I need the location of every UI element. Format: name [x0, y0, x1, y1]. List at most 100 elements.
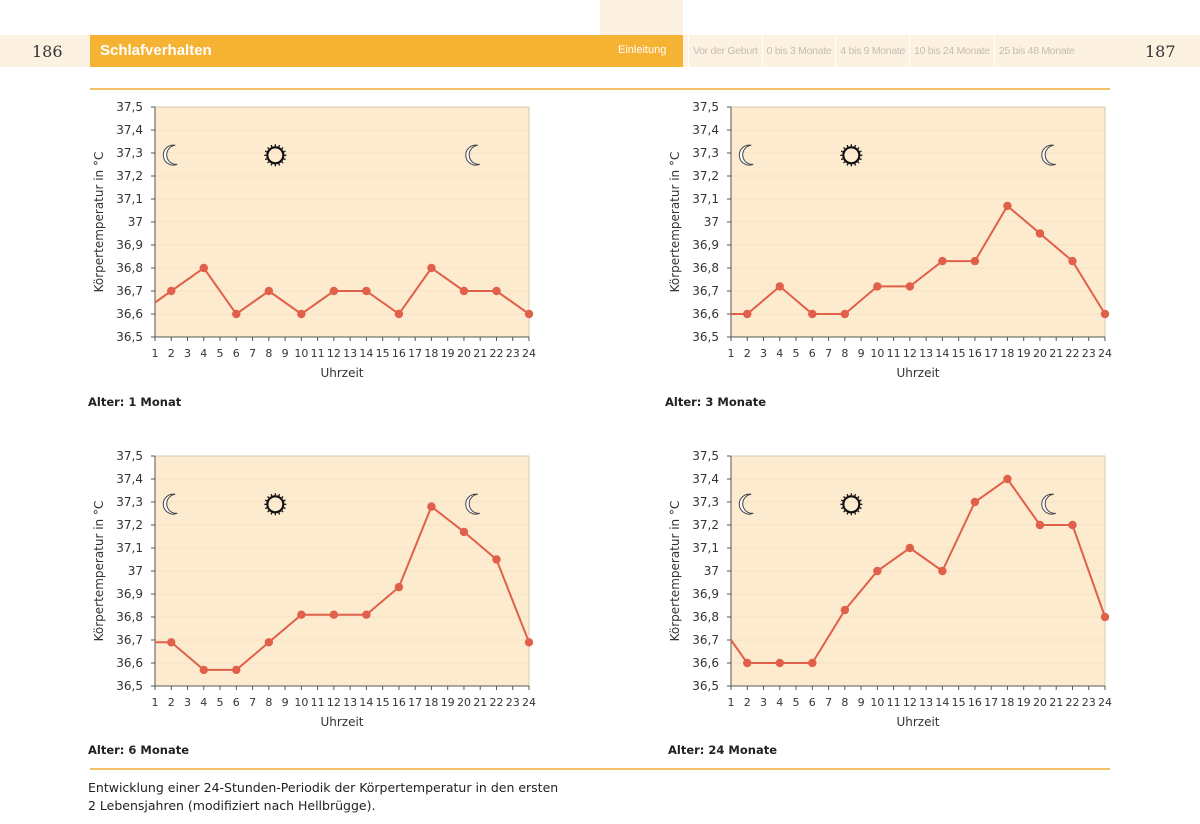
x-tick-label: 4	[200, 696, 207, 709]
moon-icon	[738, 493, 754, 515]
sun-ray	[840, 499, 844, 502]
x-tick-label: 3	[184, 696, 191, 709]
tab-einleitung[interactable]: Einleitung	[618, 44, 667, 56]
data-point	[808, 658, 817, 668]
y-tick-label: 37,1	[692, 192, 719, 206]
x-tick-label: 21	[473, 696, 487, 709]
y-tick-label: 37,1	[116, 541, 143, 555]
data-point	[938, 566, 947, 576]
x-tick-label: 10	[294, 347, 308, 360]
chart-label: Alter: 24 Monate	[668, 743, 778, 757]
sun-icon	[840, 144, 863, 167]
sun-ray	[281, 147, 284, 150]
x-tick-label: 24	[1098, 347, 1112, 360]
y-tick-label: 36,5	[116, 679, 143, 693]
x-tick-label: 23	[506, 347, 520, 360]
line-chart: 36,536,636,736,836,93737,137,237,337,437…	[92, 100, 536, 380]
y-tick-label: 37,4	[692, 472, 719, 486]
x-tick-label: 20	[1033, 347, 1047, 360]
x-tick-label: 12	[903, 696, 917, 709]
y-tick-label: 37,1	[692, 541, 719, 555]
sun-ray	[843, 147, 846, 150]
x-tick-label: 5	[793, 347, 800, 360]
data-point	[394, 582, 404, 592]
tab-0-3-monate[interactable]: 0 bis 3 Monate	[761, 35, 836, 67]
x-tick-label: 14	[935, 696, 949, 709]
data-point	[362, 286, 371, 296]
y-tick-label: 36,7	[116, 633, 143, 647]
chapter-nav: Vor der Geburt 0 bis 3 Monate 4 bis 9 Mo…	[688, 35, 1079, 67]
x-tick-label: 5	[793, 696, 800, 709]
y-tick-label: 37,3	[116, 146, 143, 160]
data-point	[1068, 256, 1077, 266]
sun-ray	[857, 161, 860, 164]
sun-ray	[267, 161, 270, 164]
y-tick-label: 37,3	[692, 495, 719, 509]
x-tick-label: 23	[506, 696, 520, 709]
x-tick-label: 13	[343, 347, 357, 360]
line-chart: 36,536,636,736,836,93737,137,237,337,437…	[668, 100, 1112, 380]
x-tick-label: 11	[311, 696, 325, 709]
caption-line-1: Entwicklung einer 24-Stunden-Periodik de…	[88, 780, 559, 795]
x-tick-label: 22	[489, 696, 503, 709]
y-axis-label: Körpertemperatur in °C	[668, 152, 682, 293]
section-bar	[90, 35, 683, 67]
x-tick-label: 9	[858, 347, 865, 360]
x-tick-label: 20	[457, 347, 471, 360]
x-tick-label: 18	[424, 696, 438, 709]
data-point	[394, 309, 404, 319]
x-tick-label: 9	[282, 347, 289, 360]
chart-label: Alter: 6 Monate	[88, 743, 190, 757]
sun-ray	[843, 161, 846, 164]
top-rule	[90, 88, 1110, 90]
sun-ray	[840, 158, 844, 161]
x-tick-label: 10	[870, 347, 884, 360]
sun-ray	[857, 496, 860, 499]
chart-label: Alter: 1 Monat	[88, 395, 182, 409]
caption-line-2: 2 Lebensjahren (modifiziert nach Hellbrü…	[88, 798, 376, 813]
y-tick-label: 36,7	[692, 284, 719, 298]
sun-ray	[859, 150, 862, 153]
section-title: Schlafverhalten	[100, 42, 212, 59]
sun-ray	[278, 512, 281, 515]
x-tick-label: 6	[809, 347, 816, 360]
sun-ray	[281, 510, 284, 513]
data-point	[167, 286, 176, 296]
x-tick-label: 1	[152, 347, 159, 360]
sun-disc	[266, 146, 285, 165]
data-point	[970, 497, 980, 507]
data-point	[492, 286, 501, 296]
y-tick-label: 36,9	[692, 238, 719, 252]
x-tick-label: 18	[1000, 347, 1014, 360]
x-tick-label: 20	[1033, 696, 1047, 709]
sun-ray	[278, 163, 281, 166]
tab-4-9-monate[interactable]: 4 bis 9 Monate	[835, 35, 909, 67]
x-tick-label: 12	[903, 347, 917, 360]
data-point	[1068, 520, 1077, 530]
data-point	[970, 256, 980, 266]
data-point	[1035, 229, 1045, 238]
x-tick-label: 10	[870, 696, 884, 709]
y-tick-label: 36,5	[116, 330, 143, 344]
data-point	[459, 527, 469, 537]
data-point	[743, 658, 752, 668]
sun-ray	[264, 507, 268, 510]
tab-10-24-monate[interactable]: 10 bis 24 Monate	[909, 35, 994, 67]
tab-vor-der-geburt[interactable]: Vor der Geburt	[688, 35, 762, 67]
x-tick-label: 9	[858, 696, 865, 709]
x-tick-label: 7	[249, 347, 256, 360]
sun-ray	[283, 150, 286, 153]
x-tick-label: 19	[1017, 696, 1031, 709]
sun-ray	[846, 493, 849, 497]
y-tick-label: 37,4	[116, 123, 143, 137]
page-number-left: 186	[32, 42, 63, 61]
sun-ray	[854, 163, 857, 166]
y-tick-label: 37,1	[116, 192, 143, 206]
sun-ray	[281, 496, 284, 499]
sun-ray	[267, 147, 270, 150]
tab-25-48-monate[interactable]: 25 bis 48 Monate	[993, 35, 1079, 67]
sun-ray	[270, 163, 273, 166]
x-tick-label: 1	[152, 696, 159, 709]
sun-ray	[854, 493, 857, 497]
x-axis-label: Uhrzeit	[320, 715, 363, 729]
